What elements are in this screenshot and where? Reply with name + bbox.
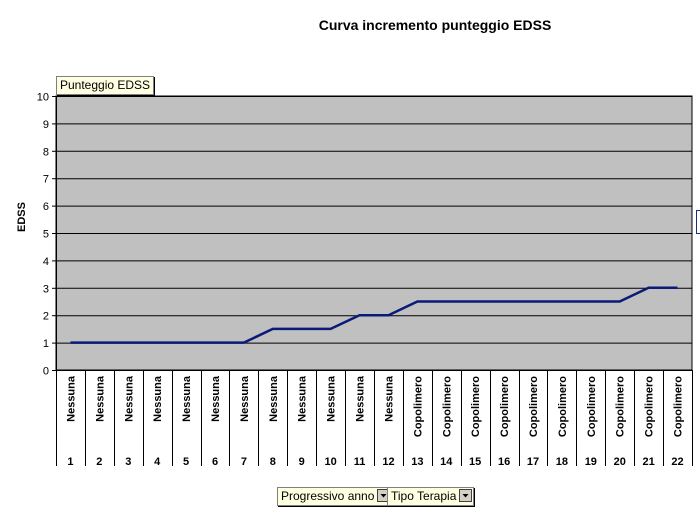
x-tick-label: 7 (241, 456, 247, 468)
x-group-label: Copolimero (673, 376, 685, 437)
x-group-label: Copolimero (644, 376, 656, 437)
x-group-label: Copolimero (528, 376, 540, 437)
x-tick-label: 13 (411, 456, 423, 468)
x-tick-label: 14 (440, 456, 453, 468)
x-group-label: Copolimero (470, 376, 482, 437)
x-group-label: Copolimero (586, 376, 598, 437)
x-group-label: Copolimero (441, 376, 453, 437)
dropdown-arrow-icon[interactable] (459, 489, 473, 503)
row-field-label: Tipo Terapia (391, 489, 457, 503)
data-field-button[interactable]: Punteggio EDSS (56, 76, 155, 95)
x-group-label: Nessuna (268, 375, 280, 422)
x-tick-label: 17 (527, 456, 539, 468)
y-tick-label: 8 (43, 146, 49, 158)
row-field-tipo-terapia[interactable]: Tipo Terapia (387, 487, 475, 506)
x-group-label: Nessuna (355, 375, 367, 422)
x-tick-label: 11 (354, 456, 366, 468)
x-group-label: Copolimero (615, 376, 627, 437)
y-tick-label: 2 (43, 311, 49, 323)
x-group-label: Nessuna (65, 375, 77, 422)
y-tick-label: 7 (43, 174, 49, 186)
legend-edge (696, 210, 700, 234)
y-tick-label: 10 (37, 92, 49, 104)
y-tick-label: 1 (43, 338, 49, 350)
x-tick-label: 15 (469, 456, 481, 468)
y-tick-label: 6 (43, 201, 49, 213)
x-group-label: Copolimero (412, 376, 424, 437)
x-group-label: Nessuna (210, 375, 222, 422)
y-tick-label: 5 (43, 229, 49, 241)
x-tick-label: 20 (614, 456, 626, 468)
y-tick-label: 4 (43, 256, 49, 268)
x-tick-label: 19 (585, 456, 597, 468)
x-tick-label: 2 (96, 456, 102, 468)
x-tick-label: 16 (498, 456, 510, 468)
x-group-label: Nessuna (326, 375, 338, 422)
x-group-label: Nessuna (297, 375, 309, 422)
x-group-label: Nessuna (152, 375, 164, 422)
x-group-label: Copolimero (499, 376, 511, 437)
y-tick-label: 0 (43, 366, 49, 378)
x-tick-label: 3 (125, 456, 131, 468)
x-tick-label: 22 (671, 456, 683, 468)
x-tick-label: 10 (325, 456, 337, 468)
x-tick-label: 18 (556, 456, 568, 468)
data-field-label: Punteggio EDSS (60, 78, 151, 92)
x-tick-label: 21 (643, 456, 655, 468)
x-tick-label: 6 (212, 456, 218, 468)
chart-title: Curva incremento punteggio EDSS (318, 17, 552, 33)
x-group-label: Nessuna (94, 375, 106, 422)
x-tick-label: 4 (154, 456, 161, 468)
x-tick-label: 8 (270, 456, 276, 468)
y-tick-label: 3 (43, 283, 49, 295)
x-group-label: Copolimero (557, 376, 569, 437)
x-tick-label: 12 (382, 456, 394, 468)
row-field-label: Progressivo anno (281, 489, 375, 503)
x-group-label: Nessuna (123, 375, 135, 422)
x-tick-label: 1 (67, 456, 73, 468)
y-tick-label: 9 (43, 119, 49, 131)
row-field-progressivo-anno[interactable]: Progressivo anno (277, 487, 393, 506)
series-line (70, 286, 678, 344)
x-group-label: Nessuna (181, 375, 193, 422)
x-tick-label: 9 (299, 456, 305, 468)
x-group-label: Nessuna (383, 375, 395, 422)
x-tick-label: 5 (183, 456, 189, 468)
x-group-label: Nessuna (239, 375, 251, 422)
